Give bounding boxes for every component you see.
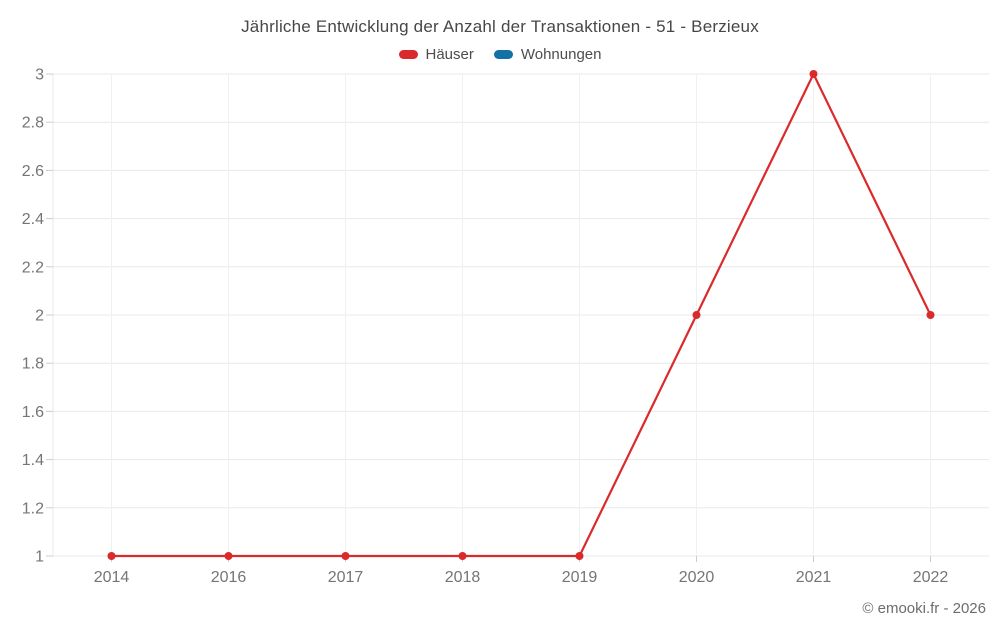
copyright-watermark: © emooki.fr - 2026 [862,600,986,617]
y-axis-label: 1 [35,549,44,566]
legend-label: Häuser [425,46,474,63]
legend-swatch-icon [493,50,513,59]
legend-item-haeuser[interactable]: Häuser [398,46,474,63]
y-axis-label: 2.6 [22,163,44,180]
y-axis-label: 3 [35,67,44,84]
data-point[interactable] [575,552,584,560]
data-point[interactable] [107,552,116,560]
data-point[interactable] [341,552,350,560]
y-axis-label: 2.4 [22,211,44,228]
x-axis-label: 2020 [679,569,715,586]
data-point[interactable] [926,311,935,319]
x-axis-label: 2014 [94,569,130,586]
x-axis-label: 2018 [445,569,481,586]
y-axis-label: 1.4 [22,452,44,469]
x-axis-label: 2016 [211,569,247,586]
legend: Häuser Wohnungen [0,46,1000,63]
y-axis-label: 2.8 [22,115,44,132]
y-axis-label: 2.2 [22,259,44,276]
chart-title: Jährliche Entwicklung der Anzahl der Tra… [241,17,759,36]
legend-item-wohnungen[interactable]: Wohnungen [493,46,602,63]
data-point[interactable] [224,552,233,560]
y-axis-label: 1.2 [22,500,44,517]
x-axis-label: 2019 [562,569,598,586]
data-point[interactable] [692,311,701,319]
y-axis-label: 2 [35,308,44,325]
y-axis-label: 1.6 [22,404,44,421]
x-axis-label: 2022 [913,569,949,586]
legend-swatch-icon [398,50,418,59]
legend-label: Wohnungen [520,46,602,63]
series-line-Häuser [110,72,932,558]
x-axis-label: 2017 [328,569,364,586]
x-axis-label: 2021 [796,569,832,586]
y-axis-label: 1.8 [22,356,44,373]
data-point[interactable] [809,70,818,78]
data-point[interactable] [458,552,467,560]
